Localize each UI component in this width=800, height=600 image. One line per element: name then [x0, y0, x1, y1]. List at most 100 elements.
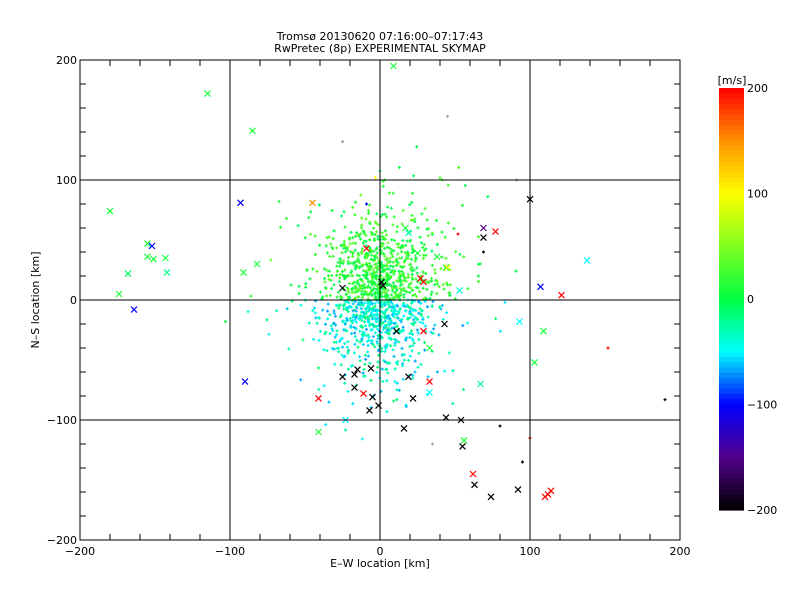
data-point-cross [351, 370, 358, 378]
data-point-dot [366, 350, 370, 354]
data-point-dot [383, 350, 387, 354]
data-point-dot [309, 210, 313, 214]
data-point-dot [362, 269, 366, 273]
data-point-dot [353, 296, 357, 300]
data-point-dot [448, 293, 452, 297]
data-point-dot [343, 245, 347, 249]
data-point-dot [351, 302, 355, 306]
colorbar-segment [719, 262, 744, 268]
data-point-dot [321, 295, 325, 299]
data-point-dot [332, 229, 336, 233]
data-point-dot [341, 320, 345, 324]
data-point-dot [342, 210, 346, 214]
data-point-dot [482, 250, 485, 254]
data-point-dot [514, 269, 518, 273]
data-point-dot [249, 294, 253, 298]
data-point-dot [354, 327, 358, 331]
colorbar-tick-label: 200 [747, 82, 768, 95]
data-point-dot [370, 253, 374, 257]
data-point-dot [368, 203, 372, 207]
data-point-dot [413, 293, 417, 297]
data-point-dot [332, 283, 336, 287]
data-point-dot [415, 318, 419, 322]
data-point-dot [401, 377, 405, 381]
data-point-cross [441, 320, 448, 328]
data-point-dot [384, 274, 388, 278]
data-point-dot [361, 371, 365, 375]
data-point-dot [338, 315, 342, 319]
data-point-dot [418, 235, 422, 239]
data-point-dot [353, 342, 357, 346]
data-point-dot [329, 242, 333, 246]
data-point-dot [374, 287, 378, 291]
data-point-cross [456, 286, 463, 294]
data-point-dot [408, 290, 412, 294]
data-point-cross [363, 244, 370, 252]
data-point-dot [405, 290, 409, 294]
data-point-dot [373, 304, 377, 308]
colorbar-segment [719, 330, 744, 337]
data-point-dot [390, 248, 394, 252]
colorbar-segment [719, 357, 744, 363]
data-point-dot [375, 246, 379, 250]
data-point-dot [366, 304, 370, 308]
data-point-cross [444, 264, 451, 272]
data-point-dot [346, 367, 350, 371]
data-point-dot [466, 287, 470, 291]
colorbar-segment [719, 436, 744, 443]
data-point-dot [408, 316, 412, 320]
data-point-dot [340, 336, 344, 340]
data-point-cross [426, 388, 433, 396]
data-point-dot [340, 214, 344, 218]
data-point-dot [402, 301, 406, 305]
data-point-dot [326, 317, 330, 321]
data-point-dot [335, 269, 339, 273]
data-point-dot [414, 277, 418, 281]
data-point-dot [387, 306, 391, 310]
data-point-dot [392, 308, 396, 312]
data-point-dot [368, 261, 372, 265]
data-point-dot [388, 246, 392, 250]
colorbar-segment [719, 462, 744, 469]
data-point-dot [324, 244, 328, 248]
data-point-dot [406, 250, 410, 254]
data-point-dot [371, 302, 375, 306]
data-point-dot [418, 307, 422, 311]
data-point-dot [317, 387, 321, 391]
data-point-dot [439, 307, 443, 311]
data-point-dot [412, 318, 416, 322]
data-point-dot [425, 227, 429, 231]
data-point-dot [397, 388, 401, 392]
data-point-dot [408, 310, 412, 314]
data-point-dot [397, 269, 401, 273]
data-point-dot [409, 267, 413, 271]
data-point-dot [408, 344, 412, 348]
data-point-dot [371, 288, 375, 292]
data-point-dot [410, 251, 414, 255]
data-point-dot [355, 306, 359, 310]
data-point-dot [398, 291, 402, 295]
data-point-dot [363, 312, 367, 316]
data-point-dot [318, 290, 322, 294]
data-point-dot [403, 276, 407, 280]
data-point-dot [339, 259, 343, 263]
data-point-dot [406, 358, 410, 362]
data-point-dot [354, 320, 358, 324]
data-point-dot [308, 232, 312, 236]
data-point-dot [393, 285, 397, 289]
data-point-dot [394, 309, 398, 313]
data-point-dot [416, 331, 420, 335]
data-point-dot [395, 324, 399, 328]
data-point-dot [352, 325, 356, 329]
data-point-dot [330, 287, 334, 291]
data-point-dot [404, 403, 408, 407]
data-point-dot [386, 294, 390, 298]
data-point-dot [391, 289, 395, 293]
data-point-dot [330, 327, 334, 331]
data-point-dot [356, 257, 360, 261]
data-point-dot [446, 114, 449, 118]
data-point-dot [346, 310, 350, 314]
colorbar-segment [719, 98, 744, 105]
colorbar-segment [719, 383, 744, 390]
data-point-dot [396, 252, 400, 256]
